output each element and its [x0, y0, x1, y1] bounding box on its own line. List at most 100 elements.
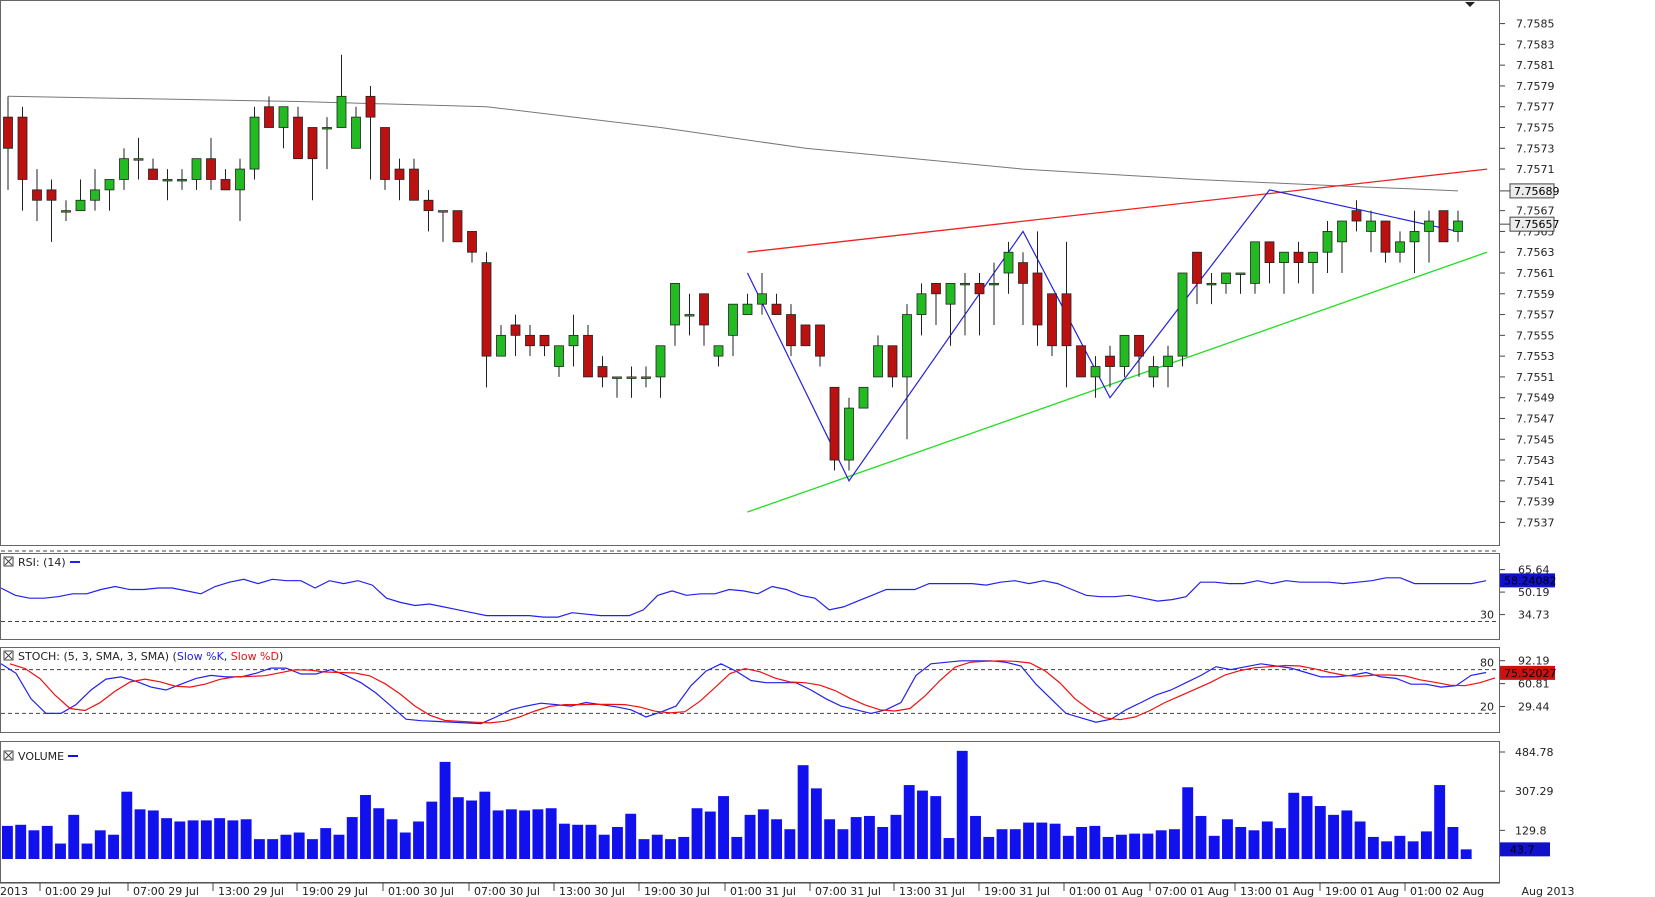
stoch-close-x-icon: [4, 651, 13, 660]
moving-average-line: [7, 95, 1459, 192]
bullish-candle: [757, 293, 767, 305]
bearish-candle: [1061, 293, 1072, 347]
volume-bar: [612, 826, 623, 859]
volume-bar: [1275, 828, 1286, 859]
bearish-candle: [1018, 262, 1028, 284]
price-tick-label: 7.7571: [1516, 163, 1555, 176]
stoch-legend-text: STOCH: (5, 3, SMA, 3, SMA) (Slow %K, Slo…: [18, 650, 283, 663]
bullish-candle: [626, 376, 637, 379]
volume-bar: [15, 824, 27, 859]
volume-bar: [983, 836, 995, 859]
rsi-tick-label: 65.64: [1518, 564, 1550, 577]
price-tick-label: 7.7555: [1516, 329, 1555, 342]
bearish-candle: [467, 231, 477, 253]
volume-bar: [426, 801, 438, 859]
volume-bar: [147, 810, 159, 859]
bearish-candle: [525, 334, 535, 347]
rsi-chart: 65.64 50.19 34.73 30 58.24082: [0, 550, 1557, 622]
bearish-candle: [1438, 210, 1449, 243]
price-tick-label: 7.7559: [1516, 288, 1555, 301]
volume-bar: [824, 819, 836, 859]
bearish-candle: [1047, 293, 1057, 347]
time-tick-label: 19:00 01 Aug: [1325, 885, 1399, 897]
volume-bar: [1460, 849, 1472, 859]
volume-bar: [240, 819, 252, 859]
volume-bar: [1328, 814, 1340, 859]
bullish-candle: [1322, 231, 1333, 253]
rsi-panel[interactable]: [0, 553, 1500, 640]
price-tick-label: 7.7553: [1516, 350, 1555, 363]
stoch-legend-sep: ,: [224, 650, 231, 663]
volume-bar: [134, 809, 146, 859]
volume-bar: [519, 810, 531, 859]
volume-bar: [267, 839, 279, 859]
upper-trendline: [747, 168, 1488, 253]
bullish-candle: [1366, 220, 1376, 232]
bearish-candle: [148, 168, 158, 180]
bullish-candle: [1221, 272, 1231, 284]
volume-bar: [797, 765, 809, 859]
volume-bar: [492, 810, 504, 859]
price-tick-label: 7.7577: [1516, 101, 1555, 114]
volume-bar: [1062, 835, 1074, 859]
last-price-tag: 7.75657: [1514, 218, 1560, 231]
bearish-candle: [974, 282, 985, 295]
bearish-candle: [307, 127, 318, 160]
volume-bar: [1168, 829, 1180, 859]
price-tick-label: 7.7557: [1516, 309, 1555, 322]
scroll-down-arrow-icon[interactable]: [1465, 2, 1475, 7]
volume-bar: [413, 821, 424, 859]
volume-bar: [479, 791, 491, 859]
volume-bar: [1208, 835, 1220, 859]
volume-bar: [1222, 819, 1233, 859]
bullish-candle: [61, 210, 71, 213]
price-panel[interactable]: [0, 0, 1500, 546]
volume-bar: [28, 830, 40, 859]
volume-bar: [200, 820, 212, 859]
volume-bar: [439, 761, 451, 859]
time-tick-label: 01:00 02 Aug: [1410, 885, 1484, 897]
bullish-candle: [1453, 220, 1463, 232]
volume-bar: [678, 836, 690, 859]
volume-bar: [1155, 830, 1167, 859]
volume-tick-label: 484.78: [1515, 746, 1554, 759]
bullish-candle: [655, 345, 666, 378]
volume-bar: [903, 785, 915, 859]
volume-bar: [505, 809, 517, 859]
bearish-candle: [583, 334, 593, 378]
volume-bar: [890, 814, 902, 859]
bullish-candle: [612, 376, 622, 379]
stoch-legend-k: Slow %K: [177, 650, 225, 663]
stoch-tick-label: 92.19: [1518, 655, 1550, 668]
price-tick-label: 7.7585: [1516, 18, 1555, 31]
volume-bar: [386, 819, 398, 859]
bearish-candle: [1351, 210, 1362, 222]
volume-bar: [651, 834, 663, 859]
bullish-candle: [742, 303, 753, 315]
volume-bar: [1314, 806, 1326, 859]
price-tick-label: 7.7575: [1516, 122, 1555, 135]
bearish-candle: [829, 386, 840, 461]
volume-bar: [1102, 836, 1114, 859]
volume-bar: [1420, 831, 1432, 859]
bearish-candle: [1192, 251, 1202, 284]
bullish-candle: [713, 345, 724, 357]
price-tags: 7.75689 7.75657: [1500, 183, 1560, 232]
volume-tick-label: 129.8: [1515, 824, 1547, 837]
rsi-level-marker: 30: [1480, 608, 1494, 621]
time-tick-label: 13:00 01 Aug: [1240, 885, 1314, 897]
volume-panel[interactable]: [0, 741, 1500, 883]
volume-bar: [691, 808, 703, 859]
bullish-candle: [1395, 241, 1405, 253]
volume-bar: [1036, 822, 1048, 859]
volume-bar: [293, 832, 305, 859]
volume-value-tag: 43.7: [1510, 843, 1535, 856]
stochastic-panel[interactable]: [0, 647, 1500, 733]
bearish-candle: [17, 116, 28, 180]
volume-bar: [545, 808, 557, 859]
zigzag-line: [746, 189, 1459, 482]
bearish-candle: [815, 324, 825, 357]
rsi-value-tag: 58.24082: [1504, 574, 1557, 587]
volume-bar: [558, 823, 570, 859]
